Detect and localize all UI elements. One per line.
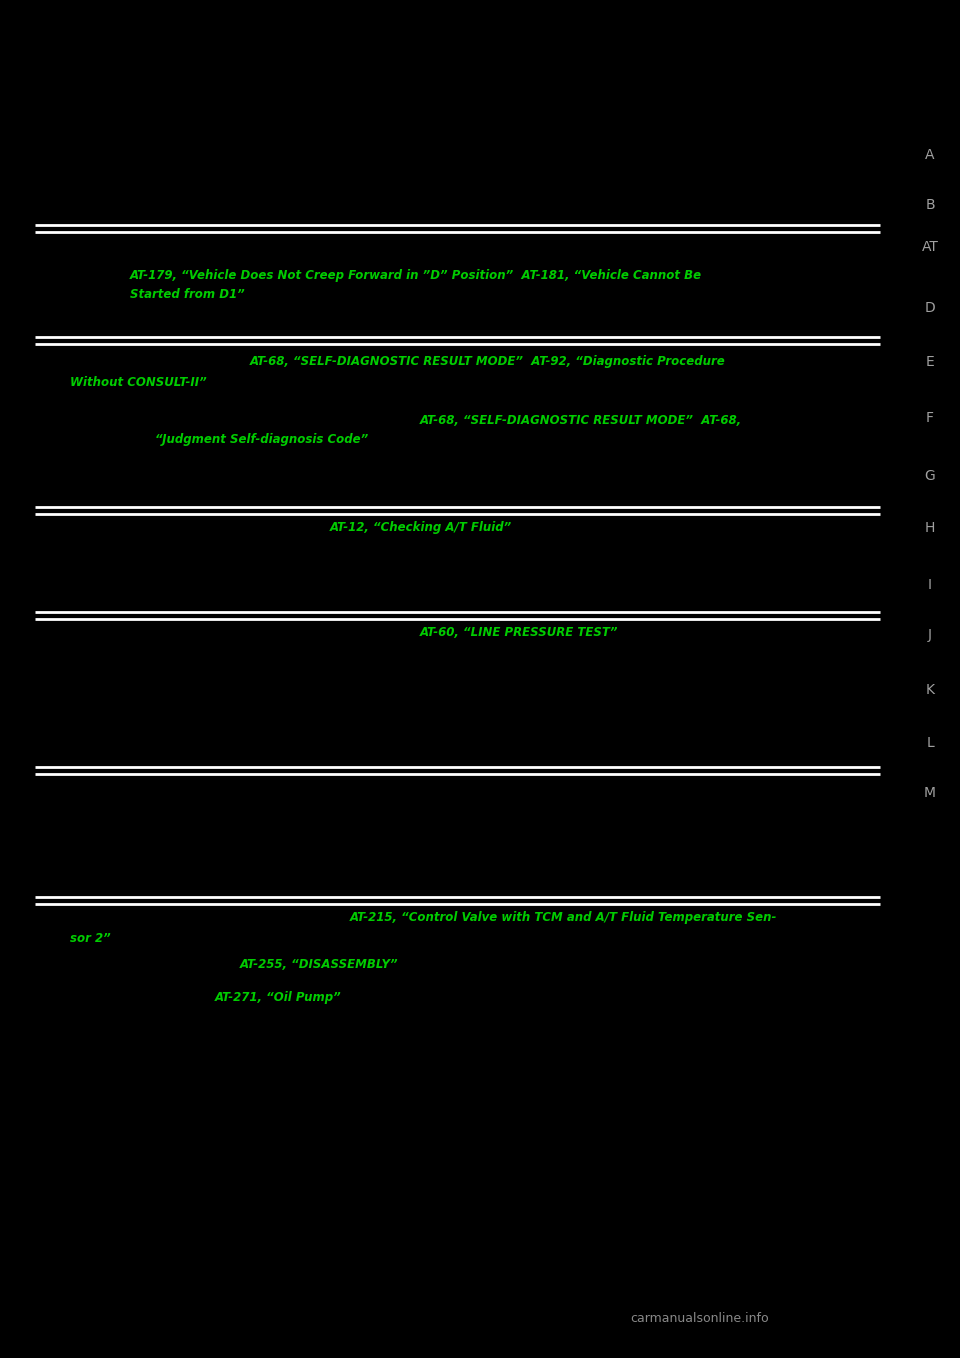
Text: E: E: [925, 354, 934, 369]
Text: J: J: [928, 627, 932, 642]
Text: AT-68, “SELF-DIAGNOSTIC RESULT MODE”  AT-68,: AT-68, “SELF-DIAGNOSTIC RESULT MODE” AT-…: [420, 413, 742, 426]
Text: B: B: [925, 198, 935, 212]
Text: Without CONSULT-II”: Without CONSULT-II”: [70, 376, 206, 388]
Text: AT-12, “Checking A/T Fluid”: AT-12, “Checking A/T Fluid”: [330, 520, 513, 534]
Text: AT-68, “SELF-DIAGNOSTIC RESULT MODE”  AT-92, “Diagnostic Procedure: AT-68, “SELF-DIAGNOSTIC RESULT MODE” AT-…: [250, 356, 726, 368]
Text: “Judgment Self-diagnosis Code”: “Judgment Self-diagnosis Code”: [155, 433, 369, 447]
Text: AT-60, “LINE PRESSURE TEST”: AT-60, “LINE PRESSURE TEST”: [420, 626, 618, 638]
Text: G: G: [924, 469, 935, 483]
Text: A: A: [925, 148, 935, 162]
Text: I: I: [928, 579, 932, 592]
Text: AT-255, “DISASSEMBLY”: AT-255, “DISASSEMBLY”: [240, 959, 398, 971]
Text: AT-215, “Control Valve with TCM and A/T Fluid Temperature Sen-: AT-215, “Control Valve with TCM and A/T …: [350, 911, 778, 925]
Text: Started from D1”: Started from D1”: [130, 288, 245, 301]
Text: H: H: [924, 521, 935, 535]
Text: D: D: [924, 301, 935, 315]
Text: AT: AT: [922, 240, 939, 254]
Text: carmanualsonline.info: carmanualsonline.info: [631, 1312, 769, 1324]
Text: AT-179, “Vehicle Does Not Creep Forward in ”D” Position”  AT-181, “Vehicle Canno: AT-179, “Vehicle Does Not Creep Forward …: [130, 269, 702, 281]
Text: L: L: [926, 736, 934, 750]
Text: F: F: [926, 411, 934, 425]
Text: sor 2”: sor 2”: [70, 932, 110, 945]
Text: M: M: [924, 786, 936, 800]
Text: AT-271, “Oil Pump”: AT-271, “Oil Pump”: [215, 991, 342, 1005]
Text: K: K: [925, 683, 934, 697]
